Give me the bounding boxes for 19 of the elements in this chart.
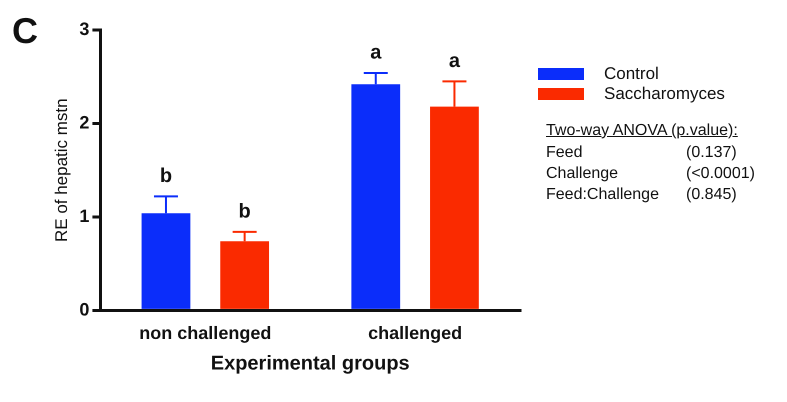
y-tick-label: 0 (79, 299, 90, 320)
text: C (12, 10, 38, 52)
annotation: b (238, 200, 251, 222)
y-tick-label: 3 (79, 18, 90, 39)
legend-label: Saccharomyces (604, 84, 725, 104)
annotation: b (160, 164, 172, 187)
annotation: a (370, 42, 382, 64)
x-tick-label: non challenged (139, 323, 272, 344)
y-tick-label: 2 (79, 112, 90, 132)
text: Challenge (<0.0001) (546, 165, 755, 182)
annotation: a (448, 50, 461, 72)
legend-label: Control (604, 64, 659, 84)
text: Feed:Challenge (0.845) (546, 186, 737, 203)
x-axis-title: Experimental groups (210, 352, 410, 375)
y-axis-title: RE of hepatic mstn (52, 98, 71, 242)
text: Feed (0.137) (546, 144, 737, 161)
y-tick-label: 1 (79, 206, 90, 226)
text: Two-way ANOVA (p.value): (546, 121, 739, 141)
x-tick-label: challenged (368, 323, 462, 344)
